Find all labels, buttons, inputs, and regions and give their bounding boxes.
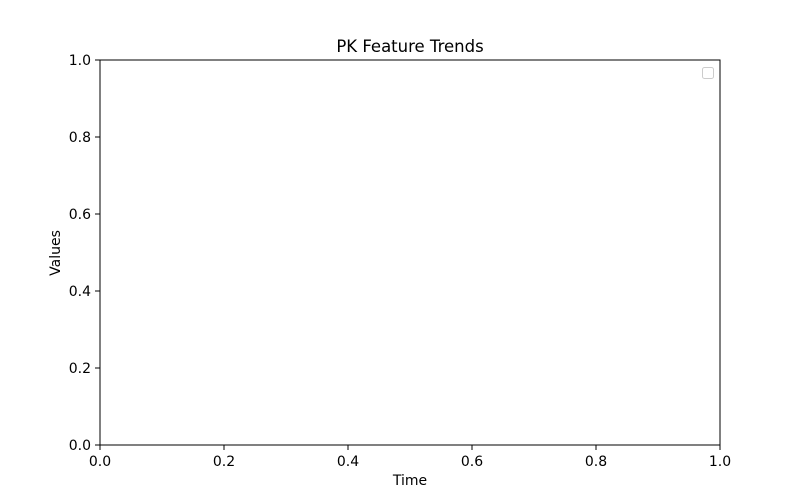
x-axis-label: Time bbox=[392, 473, 427, 489]
y-tick-label: 0.2 bbox=[69, 361, 91, 377]
x-axis-ticks: 0.0 0.2 0.4 0.6 0.8 1.0 bbox=[89, 445, 731, 470]
plot-area bbox=[100, 60, 720, 445]
y-tick-label: 0.6 bbox=[69, 207, 91, 223]
y-tick-label: 0.0 bbox=[69, 438, 91, 454]
y-tick-label: 0.4 bbox=[69, 284, 91, 300]
legend bbox=[702, 67, 714, 79]
x-tick-label: 0.4 bbox=[337, 454, 359, 470]
x-tick-label: 1.0 bbox=[709, 454, 731, 470]
y-tick-label: 0.8 bbox=[69, 130, 91, 146]
y-axis-ticks: 0.0 0.2 0.4 0.6 0.8 1.0 bbox=[69, 53, 100, 454]
legend-box bbox=[702, 67, 714, 79]
x-tick-label: 0.8 bbox=[585, 454, 607, 470]
x-tick-label: 0.0 bbox=[89, 454, 111, 470]
x-tick-label: 0.2 bbox=[213, 454, 235, 470]
y-tick-label: 1.0 bbox=[69, 53, 91, 69]
x-tick-label: 0.6 bbox=[461, 454, 483, 470]
y-axis-label: Values bbox=[48, 230, 64, 276]
chart-title: PK Feature Trends bbox=[336, 37, 483, 56]
plot-frame bbox=[99, 59, 721, 446]
